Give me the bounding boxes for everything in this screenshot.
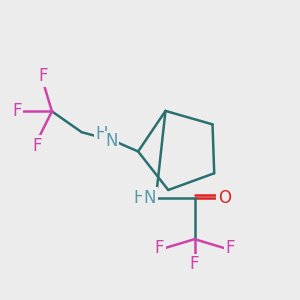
Text: H: H	[133, 189, 146, 207]
Text: F: F	[38, 67, 48, 85]
Text: F: F	[155, 239, 164, 257]
Text: F: F	[190, 255, 199, 273]
Text: N: N	[105, 132, 118, 150]
Text: O: O	[218, 189, 231, 207]
Text: F: F	[225, 239, 234, 257]
Text: F: F	[32, 136, 42, 154]
Text: N: N	[144, 189, 156, 207]
Text: F: F	[12, 102, 22, 120]
Text: H: H	[96, 125, 108, 143]
